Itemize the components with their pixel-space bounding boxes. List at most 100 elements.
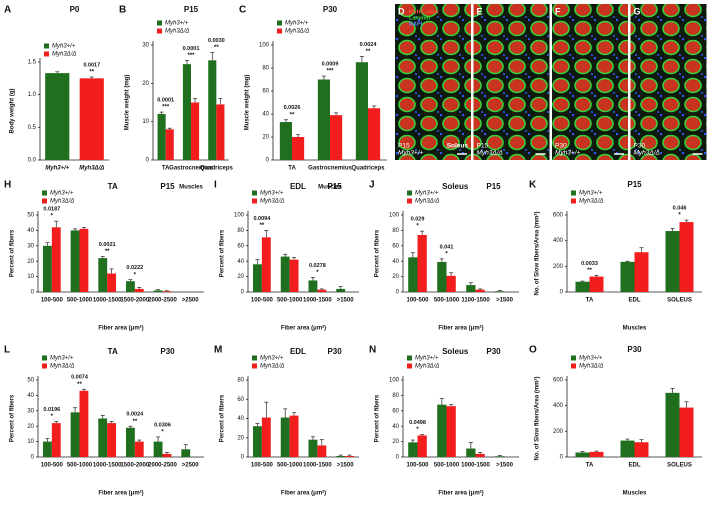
legend-swatch <box>42 198 47 204</box>
significance-stars: * <box>134 272 137 278</box>
y-axis-label: Percent of fibers <box>10 394 16 442</box>
y-tick-label: 20 <box>237 435 244 441</box>
bar <box>317 289 327 292</box>
x-tick-label: 1000-1500 <box>93 463 122 469</box>
x-tick-label: 500-1000 <box>277 298 303 304</box>
bar <box>279 122 292 160</box>
y-tick-label: 40 <box>392 259 399 265</box>
panel-letter: I <box>214 180 217 191</box>
legend-label: Myh3+/+ <box>415 356 439 362</box>
bar <box>51 423 61 457</box>
chart-title: Soleus <box>442 347 469 356</box>
y-tick-label: 600 <box>553 378 564 384</box>
x-tick-label: 100-500 <box>251 463 274 469</box>
legend-swatch <box>571 190 576 196</box>
y-tick-label: 0 <box>396 455 400 461</box>
bar <box>495 456 505 457</box>
bar <box>634 252 649 292</box>
y-tick-label: 100 <box>389 213 400 219</box>
y-axis-label: Percent of fibers <box>220 394 226 442</box>
x-tick-label: SOLEUS <box>667 463 692 469</box>
significance-stars: * <box>416 224 419 230</box>
bar <box>157 114 166 160</box>
y-tick-label: 200 <box>553 264 564 270</box>
y-tick-label: 50 <box>27 213 34 219</box>
legend-label: Myh3Δ/Δ <box>52 52 76 58</box>
significance-stars: *** <box>326 69 334 75</box>
significance-stars: * <box>445 251 448 257</box>
x-tick-label: Quadriceps <box>200 166 234 172</box>
x-tick-label: 1100-1500 <box>461 298 490 304</box>
bar <box>252 264 262 292</box>
bar <box>191 102 200 160</box>
bar <box>70 230 80 292</box>
p-value: 0.0222 <box>126 265 143 271</box>
x-tick-label: 2000-2500 <box>148 298 177 304</box>
bar <box>98 258 108 292</box>
legend-swatch <box>157 20 162 26</box>
legend-label: Myh3Δ/Δ <box>415 199 439 205</box>
y-tick-label: 40 <box>237 416 244 422</box>
p-value: 0.0498 <box>409 420 426 426</box>
x-tick-label: 500-1000 <box>67 463 93 469</box>
bar <box>368 108 381 160</box>
panel-letter: A <box>4 5 11 16</box>
legend-swatch <box>571 198 576 204</box>
y-axis-label: No. of Slow fibers/Area (mm²) <box>534 211 541 295</box>
bar <box>317 79 330 160</box>
y-axis-label: Percent of fibers <box>375 394 381 442</box>
x-tick-label: 1000-1500 <box>461 463 490 469</box>
micrograph-label: Myh3+/+ <box>555 150 580 157</box>
p-value: 0.0001 <box>183 46 200 52</box>
significance-stars: * <box>678 213 681 219</box>
y-tick-label: 0 <box>560 290 564 296</box>
legend-label: Myh3+/+ <box>52 44 76 50</box>
p-value: 0.0187 <box>43 207 60 213</box>
bar <box>165 129 174 160</box>
x-tick-label: >1500 <box>496 463 514 469</box>
y-tick-label: 80 <box>392 228 399 234</box>
panel-letter: H <box>4 180 11 191</box>
bar <box>475 453 485 457</box>
y-tick-label: 0 <box>31 455 35 461</box>
y-tick-label: 30 <box>142 43 149 49</box>
bar <box>308 439 318 457</box>
significance-stars: ** <box>214 45 219 51</box>
y-tick-label: 0 <box>396 290 400 296</box>
x-axis-label: Muscles <box>623 491 647 497</box>
x-tick-label: 1500-2000 <box>120 298 149 304</box>
x-tick-label: 1000-1500 <box>303 463 332 469</box>
x-axis-label: Fiber area (μm²) <box>438 490 483 497</box>
legend-swatch <box>277 20 282 26</box>
significance-stars: ** <box>89 70 94 76</box>
bar <box>125 427 135 457</box>
micrograph-label: P15 <box>477 143 489 150</box>
bar <box>437 404 447 457</box>
bar <box>79 78 104 160</box>
y-tick-label: 400 <box>553 238 564 244</box>
legend-label: Myh3Δ/Δ <box>165 29 189 35</box>
significance-stars: * <box>51 414 54 420</box>
p-value: 0.0009 <box>322 62 339 68</box>
y-tick-label: 30 <box>27 243 34 249</box>
micrograph-label: P30 <box>555 143 567 150</box>
bar <box>289 415 299 457</box>
legend-swatch <box>252 190 257 196</box>
x-tick-label: >1500 <box>496 298 514 304</box>
chart-subtitle: P15 <box>327 182 342 191</box>
significance-stars: ** <box>366 49 371 55</box>
bar <box>620 440 635 457</box>
tissue-label: Soleus <box>447 143 469 150</box>
micrograph-label: Myh3Δ/Δ <box>634 150 660 157</box>
legend-label: Myh3Δ/Δ <box>285 29 309 35</box>
legend-swatch <box>252 363 257 369</box>
y-tick-label: 1.0 <box>28 92 37 98</box>
panel-letter: K <box>529 180 537 191</box>
x-tick-label: EDL <box>629 298 641 304</box>
micrograph <box>552 4 628 160</box>
panel-letter: F <box>555 6 561 16</box>
legend-label: Myh3+/+ <box>165 21 189 27</box>
panel-letter: L <box>4 345 10 356</box>
chart-subtitle: P15 <box>486 182 501 191</box>
chart-title: P0 <box>70 5 80 14</box>
